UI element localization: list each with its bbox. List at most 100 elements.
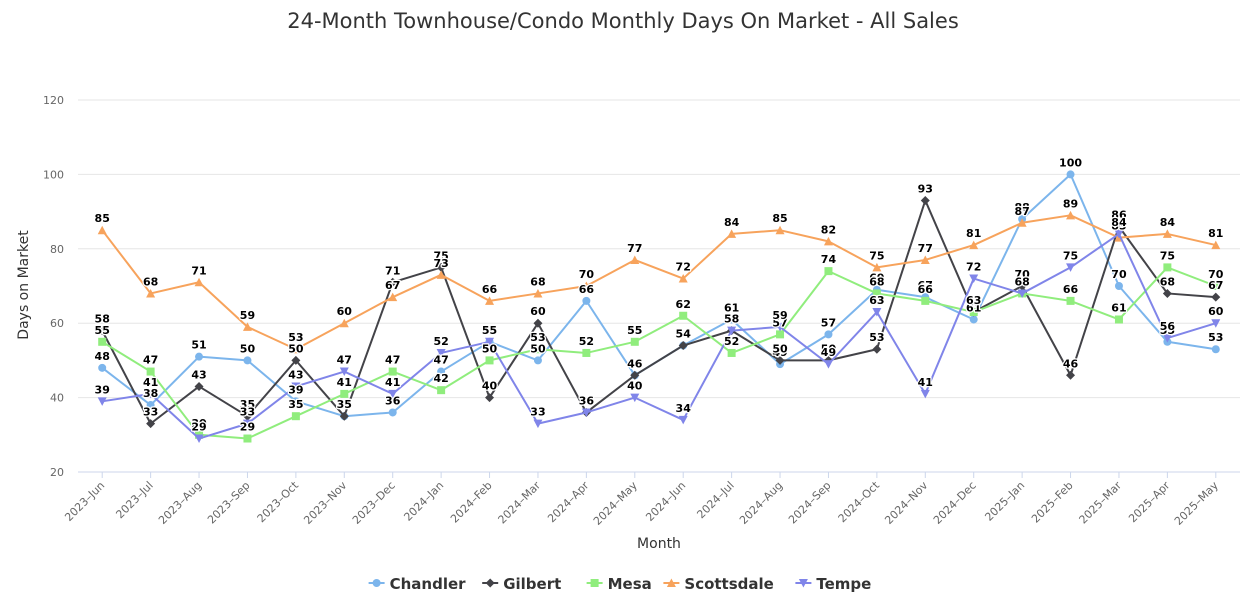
- series-chandler: [98, 170, 1220, 421]
- data-point-scottsdale: [775, 225, 785, 235]
- data-label-tempe: 59: [772, 309, 787, 322]
- data-point-gilbert: [194, 381, 204, 391]
- x-tick-label: 2024–Aug: [737, 479, 785, 527]
- data-label-gilbert: 58: [724, 313, 739, 326]
- y-tick-label: 100: [43, 168, 64, 181]
- data-point-scottsdale: [291, 344, 301, 354]
- data-point-tempe: [823, 360, 833, 369]
- x-tick-label: 2024–Apr: [545, 479, 592, 526]
- legend: Chandler Gilbert Mesa Scottsdale Tempe: [368, 575, 871, 593]
- legend-item-chandler[interactable]: Chandler: [368, 575, 467, 593]
- data-point-mesa: [582, 348, 591, 357]
- data-label-scottsdale: 70: [579, 268, 595, 281]
- data-point-scottsdale: [97, 225, 107, 235]
- y-tick-label: 40: [50, 392, 64, 405]
- data-point-scottsdale: [581, 281, 591, 290]
- data-label-chandler: 47: [433, 354, 448, 367]
- data-point-mesa: [776, 330, 785, 339]
- legend-label-tempe: Tempe: [816, 575, 871, 593]
- data-point-scottsdale: [388, 292, 398, 302]
- data-point-mesa: [98, 337, 107, 346]
- data-label-scottsdale: 77: [918, 242, 933, 255]
- legend-marker-chandler: [372, 579, 381, 587]
- data-point-tempe: [1211, 319, 1221, 328]
- data-point-mesa: [291, 412, 300, 421]
- data-point-mesa: [437, 386, 446, 395]
- data-label-scottsdale: 66: [482, 283, 498, 296]
- x-tick-label: 2025–Apr: [1126, 479, 1173, 526]
- data-point-gilbert: [1211, 292, 1221, 302]
- data-point-scottsdale: [872, 262, 882, 272]
- data-point-gilbert: [291, 355, 301, 365]
- data-label-mesa: 62: [676, 298, 691, 311]
- data-point-gilbert: [485, 393, 495, 403]
- data-point-gilbert: [775, 355, 785, 365]
- data-label-mesa: 63: [966, 294, 981, 307]
- data-point-chandler: [388, 408, 397, 417]
- data-point-gilbert: [630, 370, 640, 380]
- data-point-chandler: [824, 330, 833, 339]
- data-label-tempe: 39: [95, 383, 110, 396]
- data-label-scottsdale: 68: [530, 275, 545, 288]
- series-line-chandler: [101, 173, 1216, 418]
- data-point-chandler: [1211, 345, 1220, 354]
- data-label-gilbert: 86: [1111, 208, 1127, 221]
- data-label-chandler: 39: [288, 383, 303, 396]
- legend-label-mesa: Mesa: [608, 575, 652, 593]
- data-label-scottsdale: 53: [288, 331, 303, 344]
- legend-item-tempe[interactable]: Tempe: [795, 575, 871, 593]
- data-point-chandler: [1066, 170, 1075, 179]
- data-label-gilbert: 68: [1160, 275, 1175, 288]
- series-mesa: [98, 263, 1220, 443]
- data-label-mesa: 75: [1160, 249, 1175, 262]
- data-point-tempe: [678, 415, 688, 425]
- data-point-gilbert: [1017, 281, 1027, 291]
- data-label-mesa: 52: [579, 335, 594, 348]
- data-point-scottsdale: [533, 288, 543, 298]
- data-point-chandler: [98, 363, 107, 372]
- data-label-gilbert: 33: [143, 406, 158, 419]
- legend-item-scottsdale[interactable]: Scottsdale: [663, 575, 774, 593]
- data-point-tempe: [194, 434, 204, 444]
- x-tick-label: 2024–Dec: [931, 479, 979, 527]
- x-tick-label: 2025–Mar: [1077, 479, 1125, 527]
- x-tick-label: 2024–Sep: [786, 479, 834, 527]
- data-point-scottsdale: [1162, 229, 1172, 238]
- data-point-mesa: [1114, 315, 1123, 324]
- data-label-gilbert: 93: [918, 182, 933, 195]
- data-label-scottsdale: 75: [869, 249, 884, 262]
- data-point-mesa: [340, 389, 349, 398]
- data-label-gilbert: 70: [1014, 268, 1030, 281]
- data-point-tempe: [872, 308, 882, 317]
- data-label-gilbert: 60: [530, 305, 546, 318]
- data-label-chandler: 100: [1059, 156, 1082, 169]
- data-point-gilbert: [339, 411, 349, 421]
- data-point-chandler: [727, 315, 736, 324]
- data-point-mesa: [533, 345, 542, 354]
- data-point-scottsdale: [969, 240, 979, 250]
- data-point-tempe: [1114, 229, 1124, 239]
- data-label-gilbert: 67: [1208, 279, 1223, 292]
- data-point-gilbert: [1162, 288, 1172, 298]
- data-label-scottsdale: 59: [240, 309, 255, 322]
- data-point-tempe: [581, 408, 591, 417]
- series-layer: [97, 170, 1221, 444]
- data-point-scottsdale: [194, 277, 204, 287]
- data-label-mesa: 66: [1063, 283, 1079, 296]
- data-label-gilbert: 50: [821, 342, 837, 355]
- data-label-chandler: 61: [966, 301, 981, 314]
- data-label-tempe: 41: [143, 376, 158, 389]
- data-point-tempe: [969, 274, 979, 284]
- data-label-chandler: 70: [1111, 268, 1127, 281]
- series-tempe: [97, 229, 1221, 444]
- data-point-tempe: [146, 389, 156, 399]
- data-point-scottsdale: [339, 318, 349, 328]
- x-tick-label: 2023–Sep: [205, 479, 253, 527]
- data-point-scottsdale: [630, 255, 640, 264]
- data-label-mesa: 47: [143, 354, 158, 367]
- data-point-mesa: [679, 311, 688, 320]
- legend-item-mesa[interactable]: Mesa: [586, 575, 652, 593]
- legend-item-gilbert[interactable]: Gilbert: [482, 575, 561, 593]
